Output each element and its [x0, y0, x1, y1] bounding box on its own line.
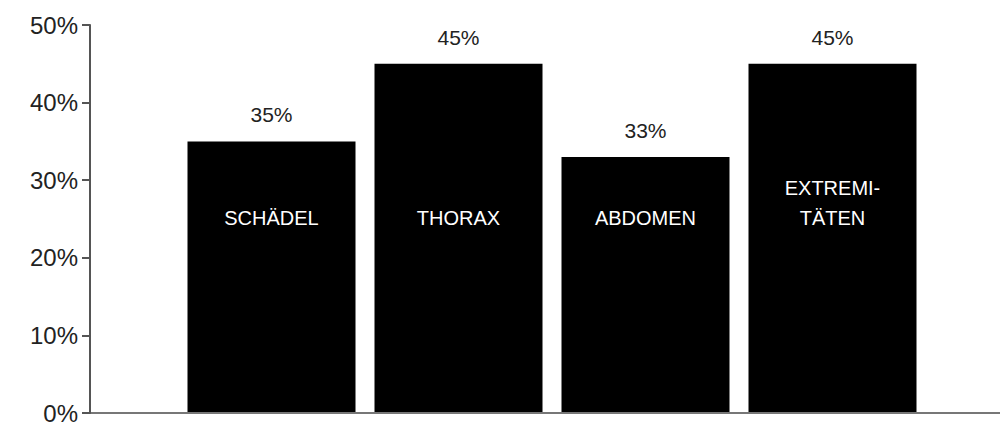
svg-text:TÄTEN: TÄTEN — [800, 207, 866, 229]
svg-text:10%: 10% — [30, 322, 78, 349]
svg-text:THORAX: THORAX — [417, 207, 500, 229]
svg-text:45%: 45% — [437, 26, 479, 49]
svg-text:ABDOMEN: ABDOMEN — [595, 207, 696, 229]
svg-text:35%: 35% — [250, 103, 292, 126]
svg-text:SCHÄDEL: SCHÄDEL — [224, 207, 318, 229]
svg-text:50%: 50% — [30, 12, 78, 39]
svg-text:20%: 20% — [30, 244, 78, 271]
svg-text:EXTREMI-: EXTREMI- — [785, 177, 881, 199]
svg-text:30%: 30% — [30, 167, 78, 194]
svg-text:40%: 40% — [30, 89, 78, 116]
svg-text:45%: 45% — [811, 26, 853, 49]
svg-text:0%: 0% — [43, 400, 78, 427]
svg-text:33%: 33% — [624, 119, 666, 142]
